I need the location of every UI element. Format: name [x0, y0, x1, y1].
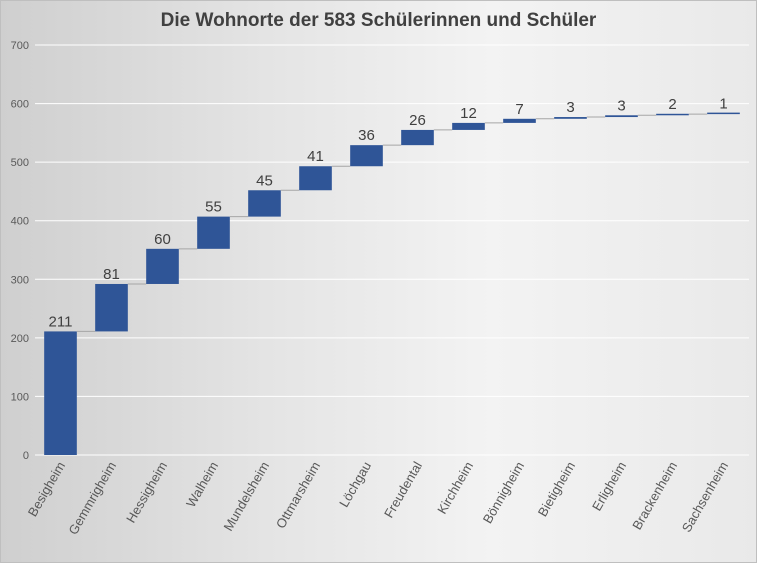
x-category-label: Walheim — [183, 459, 221, 510]
y-tick-label: 700 — [11, 40, 29, 52]
data-label: 36 — [358, 127, 375, 144]
bar — [95, 283, 128, 332]
bar — [197, 216, 230, 249]
y-tick-label: 100 — [11, 391, 29, 403]
data-label: 12 — [460, 105, 477, 122]
x-category-label: Bietigheim — [535, 459, 578, 519]
bar — [452, 122, 485, 130]
bar — [656, 113, 689, 116]
x-category-label: Besigheim — [25, 459, 68, 519]
bar — [605, 115, 638, 118]
bar — [248, 190, 281, 217]
data-label: 60 — [154, 231, 171, 248]
bar — [350, 145, 383, 167]
y-tick-label: 600 — [11, 99, 29, 111]
x-category-label: Brackenheim — [629, 459, 680, 532]
data-label: 3 — [617, 97, 625, 114]
data-label: 2 — [668, 96, 676, 113]
x-category-label: Löchgau — [336, 459, 374, 510]
y-tick-label: 500 — [11, 157, 29, 169]
data-label: 45 — [256, 172, 273, 189]
data-label: 81 — [103, 266, 120, 283]
x-category-label: Freudental — [381, 459, 425, 520]
bar — [707, 112, 740, 115]
data-label: 41 — [307, 148, 324, 165]
bar — [554, 117, 587, 119]
x-category-label: Erligheim — [589, 459, 629, 513]
y-tick-label: 300 — [11, 274, 29, 286]
data-label: 211 — [49, 313, 73, 330]
x-category-label: Kirchheim — [434, 459, 476, 517]
data-label: 7 — [515, 101, 523, 118]
x-category-label: Sachsenheim — [679, 459, 731, 535]
x-category-label: Mundelsheim — [220, 459, 272, 533]
x-category-label: Ottmarsheim — [273, 459, 323, 531]
y-tick-label: 200 — [11, 333, 29, 345]
x-category-label: Hessigheim — [123, 459, 170, 525]
y-tick-label: 400 — [11, 216, 29, 228]
y-tick-label: 0 — [23, 450, 29, 462]
bar — [146, 248, 179, 284]
data-label: 55 — [205, 199, 222, 216]
x-category-label: Bönnigheim — [480, 459, 527, 526]
chart-title: Die Wohnorte der 583 Schülerinnen und Sc… — [160, 10, 597, 31]
data-label: 1 — [719, 96, 727, 113]
bar — [44, 331, 77, 455]
bar — [401, 129, 434, 146]
bar — [503, 118, 536, 123]
data-label: 3 — [566, 99, 574, 116]
data-label: 26 — [409, 112, 426, 129]
bar — [299, 166, 332, 191]
x-category-label: Gemmrigheim — [65, 459, 119, 537]
